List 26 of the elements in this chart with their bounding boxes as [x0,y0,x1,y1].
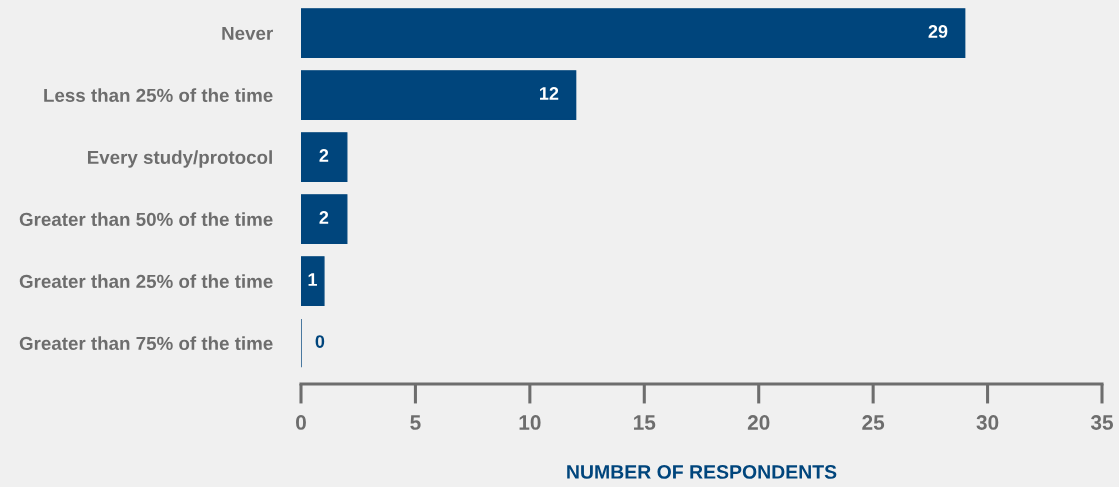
data-label: 2 [319,149,329,162]
bar [301,8,966,58]
x-tick-label: 5 [410,415,421,430]
x-tick-label: 0 [296,415,306,430]
bar [301,70,577,120]
y-tick-label: Greater than 50% of the time [19,212,273,227]
y-tick-label: Greater than 25% of the time [19,274,273,289]
data-label: 12 [540,87,559,100]
x-tick-label: 25 [862,415,885,430]
x-tick-label: 10 [519,415,541,430]
data-label: 29 [928,25,948,38]
y-tick-label: Greater than 75% of the time [19,336,273,351]
x-tick-label: 15 [634,415,656,430]
x-tick-label: 20 [747,415,770,430]
y-tick-label: Every study/protocol [87,150,272,168]
x-tick-label: 30 [976,415,999,430]
data-label: 2 [319,211,329,224]
data-label: 0 [315,335,325,348]
bar [301,256,325,306]
bar [301,132,348,182]
bar [301,194,348,244]
y-tick-label: Less than 25% of the time [44,88,273,102]
y-tick-label: Never [222,26,273,40]
x-axis-title: NUMBER OF RESPONDENTS [567,465,837,479]
x-tick-label: 35 [1090,415,1114,430]
data-label: 1 [308,273,317,286]
